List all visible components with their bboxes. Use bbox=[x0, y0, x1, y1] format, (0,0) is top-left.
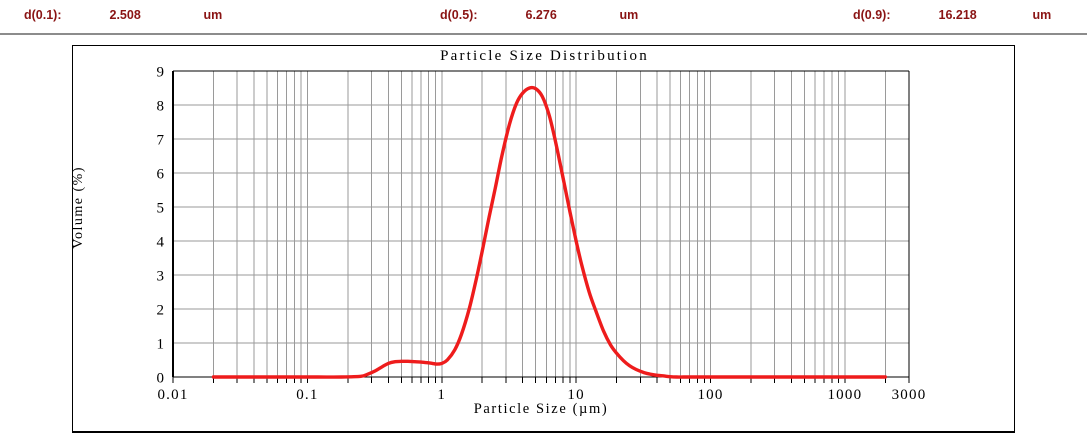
stat-d90-label: d(0.9): bbox=[853, 8, 891, 22]
plot-area: 0.01 0.1 1 10 100 1000 3000 0 1 2 3 4 5 6 7 8 9 bbox=[73, 46, 1016, 433]
stat-d90-units: um bbox=[1032, 8, 1052, 22]
chart-title: Particle Size Distribution bbox=[440, 48, 649, 64]
stat-d50: d(0.5): 6.276 um bbox=[440, 8, 638, 22]
gridlines-major bbox=[172, 71, 909, 377]
x-tick-label: 10 bbox=[567, 387, 584, 403]
statistics-bar: d(0.1): 2.508 um d(0.5): 6.276 um d(0.9): 16.… bbox=[0, 0, 1087, 33]
x-tick-label: 1 bbox=[437, 387, 446, 403]
chart-panel: Particle Size Distribution Volume (%) Pa… bbox=[71, 45, 1016, 433]
y-tick-label: 0 bbox=[157, 371, 165, 387]
header-divider bbox=[0, 33, 1087, 35]
curve-path bbox=[211, 85, 888, 379]
y-tick-label: 9 bbox=[157, 65, 165, 81]
y-tick-label: 4 bbox=[157, 235, 165, 251]
stat-d10-units: um bbox=[203, 8, 223, 22]
axis-box bbox=[172, 70, 910, 378]
y-tick-label: 6 bbox=[157, 167, 165, 183]
y-tick-label: 2 bbox=[157, 303, 165, 319]
stat-d10-label: d(0.1): bbox=[24, 8, 62, 22]
x-tick-label: 3000 bbox=[892, 387, 927, 403]
stat-d50-label: d(0.5): bbox=[440, 8, 478, 22]
y-tick-label: 7 bbox=[157, 133, 165, 149]
x-tick-label: 0.1 bbox=[296, 387, 318, 403]
stat-d90: d(0.9): 16.218 um bbox=[853, 8, 1051, 22]
y-tick-label: 1 bbox=[157, 337, 165, 353]
distribution-plot: 0.01 0.1 1 10 100 1000 3000 0 1 2 3 4 5 6 7 8 9 bbox=[157, 65, 927, 404]
stat-d10: d(0.1): 2.508 um bbox=[24, 8, 222, 22]
stat-d50-units: um bbox=[619, 8, 639, 22]
y-tick-label: 3 bbox=[157, 269, 165, 285]
panel-bottom-divider bbox=[72, 432, 1015, 433]
y-tick-label: 5 bbox=[157, 201, 165, 217]
y-tick-label: 8 bbox=[157, 99, 165, 115]
stat-d10-value: 2.508 bbox=[109, 8, 141, 22]
x-tick-label: 100 bbox=[697, 387, 723, 403]
x-tick-labels: 0.01 0.1 1 10 100 1000 3000 bbox=[157, 387, 927, 403]
y-tick-labels: 0 1 2 3 4 5 6 7 8 9 bbox=[157, 65, 165, 387]
x-tick-label: 0.01 bbox=[157, 387, 188, 403]
x-axis-title: Particle Size (µm) bbox=[473, 401, 609, 417]
gridlines-minor bbox=[212, 71, 910, 377]
distribution-curve bbox=[211, 85, 888, 379]
stat-d90-value: 16.218 bbox=[938, 8, 977, 22]
x-tick-label: 1000 bbox=[827, 387, 862, 403]
stat-d50-value: 6.276 bbox=[525, 8, 557, 22]
